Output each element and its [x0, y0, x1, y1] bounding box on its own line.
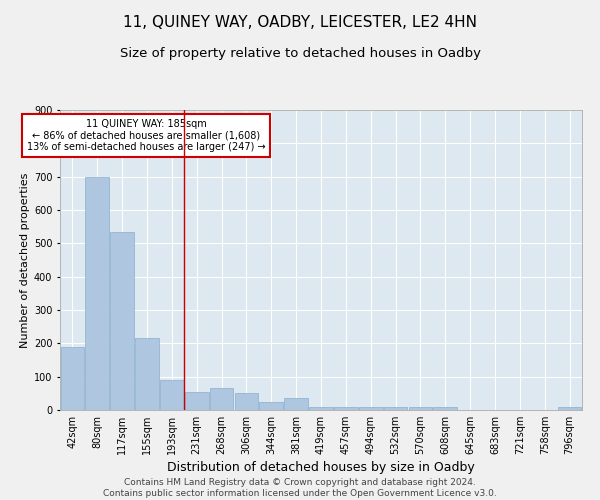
Bar [61, 346, 84, 410]
Bar [160, 380, 184, 410]
Y-axis label: Number of detached properties: Number of detached properties [20, 172, 29, 348]
Bar [359, 406, 383, 410]
Text: Contains HM Land Registry data © Crown copyright and database right 2024.
Contai: Contains HM Land Registry data © Crown c… [103, 478, 497, 498]
Text: 11 QUINEY WAY: 185sqm
← 86% of detached houses are smaller (1,608)
13% of semi-d: 11 QUINEY WAY: 185sqm ← 86% of detached … [27, 119, 265, 152]
X-axis label: Distribution of detached houses by size in Oadby: Distribution of detached houses by size … [167, 461, 475, 474]
Bar [309, 406, 333, 410]
Bar [334, 406, 358, 410]
Bar [384, 408, 407, 410]
Bar [185, 392, 209, 410]
Bar [110, 232, 134, 410]
Text: Size of property relative to detached houses in Oadby: Size of property relative to detached ho… [119, 48, 481, 60]
Bar [259, 402, 283, 410]
Bar [210, 388, 233, 410]
Bar [558, 406, 581, 410]
Bar [135, 338, 159, 410]
Bar [235, 394, 258, 410]
Bar [409, 408, 432, 410]
Text: 11, QUINEY WAY, OADBY, LEICESTER, LE2 4HN: 11, QUINEY WAY, OADBY, LEICESTER, LE2 4H… [123, 15, 477, 30]
Bar [284, 398, 308, 410]
Bar [85, 176, 109, 410]
Bar [433, 408, 457, 410]
